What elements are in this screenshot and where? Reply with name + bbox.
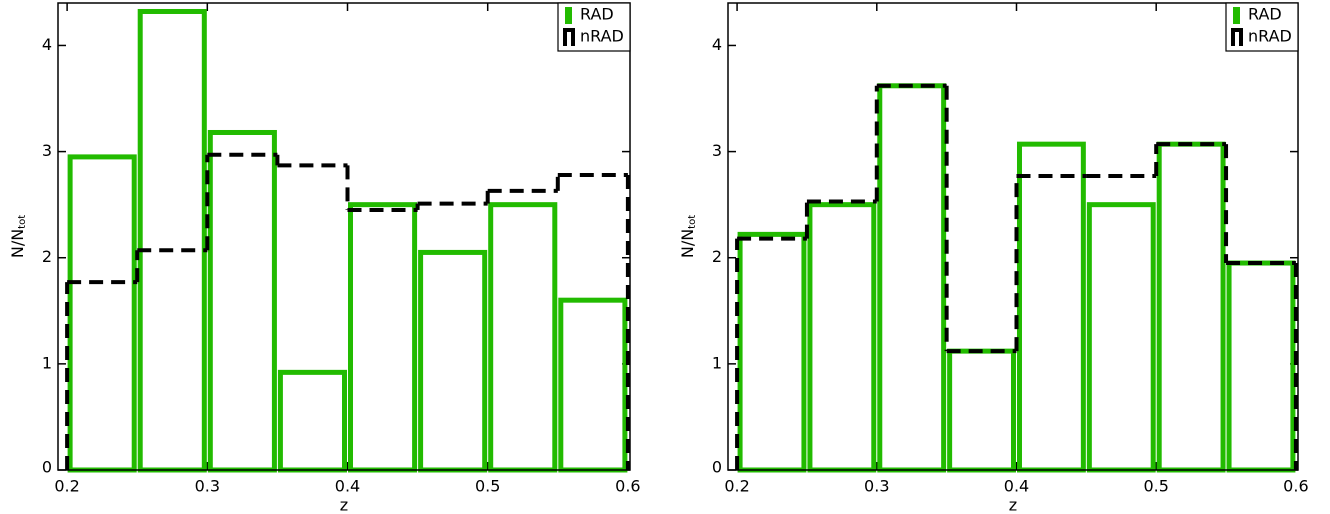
- legend-label: nRAD: [1248, 27, 1292, 46]
- legend-swatch: [563, 28, 575, 46]
- x-tick-label: 0.2: [724, 477, 749, 496]
- y-tick-label: 0: [42, 458, 52, 477]
- y-tick-label: 1: [42, 353, 52, 372]
- bar: [277, 369, 348, 473]
- legend-label: nRAD: [580, 27, 624, 46]
- bar: [558, 297, 628, 473]
- x-tick-label: 0.5: [475, 477, 500, 496]
- legend-swatch: [1231, 28, 1243, 46]
- panel: 0 1 2 3 4 0.2 0.3 0.4 0.5 0.6 z N/Ntot RAD nRAD: [8, 2, 641, 514]
- x-tick-label: 0.6: [1283, 477, 1308, 496]
- y-axis-label-main: N/N: [8, 229, 27, 258]
- y-axis-label-sub: tot: [687, 215, 698, 229]
- x-tick-label: 0.2: [54, 477, 79, 496]
- y-tick-label: 2: [42, 247, 52, 266]
- x-tick-label: 0.6: [615, 477, 640, 496]
- y-axis-label-sub: tot: [17, 215, 28, 229]
- bar: [207, 129, 277, 473]
- x-axis-label: z: [340, 496, 348, 514]
- x-tick-label: 0.5: [1143, 477, 1168, 496]
- plot-frame: [57, 2, 631, 471]
- x-tick-label: 0.4: [1004, 477, 1029, 496]
- y-axis-label: N/Ntot: [678, 215, 699, 258]
- x-axis-label: z: [1009, 496, 1017, 514]
- y-tick-label: 0: [712, 458, 722, 477]
- bar: [947, 348, 1016, 473]
- legend-swatch: [1233, 7, 1240, 24]
- x-tick-label: 0.3: [864, 477, 889, 496]
- bar: [737, 231, 807, 473]
- x-tick-label: 0.4: [335, 477, 360, 496]
- bar: [488, 202, 558, 473]
- bar: [67, 154, 137, 473]
- y-axis-label: N/Ntot: [8, 215, 29, 258]
- y-tick-label: 2: [712, 247, 722, 266]
- legend-label: RAD: [1248, 5, 1282, 24]
- y-tick-label: 4: [42, 35, 52, 54]
- bar: [877, 83, 947, 473]
- legend-swatch: [565, 7, 572, 24]
- y-tick-label: 3: [42, 141, 52, 160]
- x-tick-label: 0.3: [195, 477, 220, 496]
- plot-frame: [727, 2, 1299, 471]
- bar: [348, 202, 418, 473]
- bar: [1086, 202, 1156, 473]
- bar: [1156, 141, 1226, 473]
- y-tick-label: 1: [712, 353, 722, 372]
- legend-label: RAD: [580, 5, 614, 24]
- bar: [1016, 141, 1086, 473]
- y-axis-label-main: N/N: [678, 229, 697, 258]
- y-tick-label: 4: [712, 35, 722, 54]
- bar: [807, 202, 877, 473]
- bar: [1226, 260, 1296, 473]
- panel: 0 1 2 3 4 0.2 0.3 0.4 0.5 0.6 z N/Ntot RAD nRAD: [678, 2, 1309, 514]
- bar: [418, 249, 488, 473]
- y-tick-label: 3: [712, 141, 722, 160]
- bar: [137, 8, 207, 473]
